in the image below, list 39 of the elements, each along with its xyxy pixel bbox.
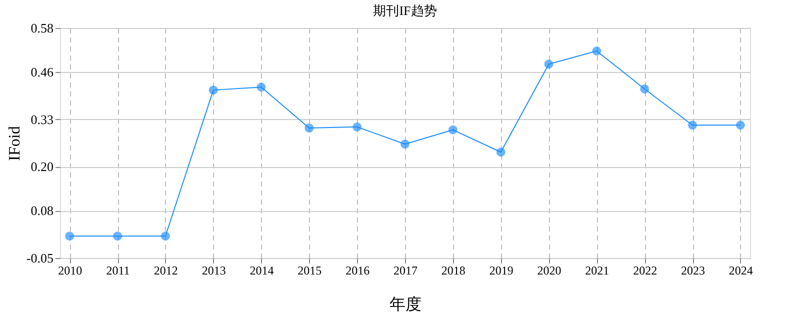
point — [113, 232, 122, 241]
x-tick-label: 2022 — [633, 264, 658, 278]
y-tick-label: 0.33 — [30, 112, 54, 127]
x-axis-title: 年度 — [390, 296, 422, 314]
y-tick-label: 0.46 — [30, 64, 54, 80]
point — [208, 86, 218, 95]
y-tick-label: 0.58 — [30, 20, 54, 36]
x-tick-label: 2013 — [202, 264, 226, 278]
x-tick-label: 2021 — [585, 264, 610, 278]
point — [544, 60, 554, 69]
point — [448, 125, 458, 134]
x-tick-label: 2018 — [441, 264, 466, 278]
point — [688, 120, 697, 130]
x-tick-label: 2024 — [728, 264, 753, 278]
point — [640, 84, 650, 94]
x-tick-label: 2011 — [106, 264, 130, 278]
x-tick-label: 2023 — [681, 264, 705, 278]
point — [352, 122, 362, 132]
point — [65, 232, 74, 241]
point — [400, 140, 410, 149]
x-tick-label: 2020 — [537, 264, 562, 278]
point — [304, 124, 314, 132]
x-tick-label: 2012 — [154, 264, 178, 278]
point — [592, 46, 602, 56]
y-tick-label: 0.20 — [30, 159, 54, 174]
x-tick-label: 2019 — [489, 264, 514, 278]
chart-title: 期刊IF趋势 — [373, 3, 437, 18]
x-tick-label: 2010 — [58, 264, 82, 278]
point — [736, 120, 745, 130]
y-axis-title: IFoid — [6, 126, 24, 161]
x-tick-label: 2017 — [394, 264, 418, 278]
point — [160, 232, 170, 241]
point — [496, 148, 506, 157]
point — [256, 82, 266, 92]
x-tick-label: 2014 — [250, 264, 274, 278]
x-tick-label: 2016 — [346, 264, 370, 278]
y-tick-label: -0.05 — [26, 250, 54, 266]
y-tick-label: 0.08 — [30, 203, 54, 218]
x-tick-label: 2015 — [298, 264, 322, 278]
